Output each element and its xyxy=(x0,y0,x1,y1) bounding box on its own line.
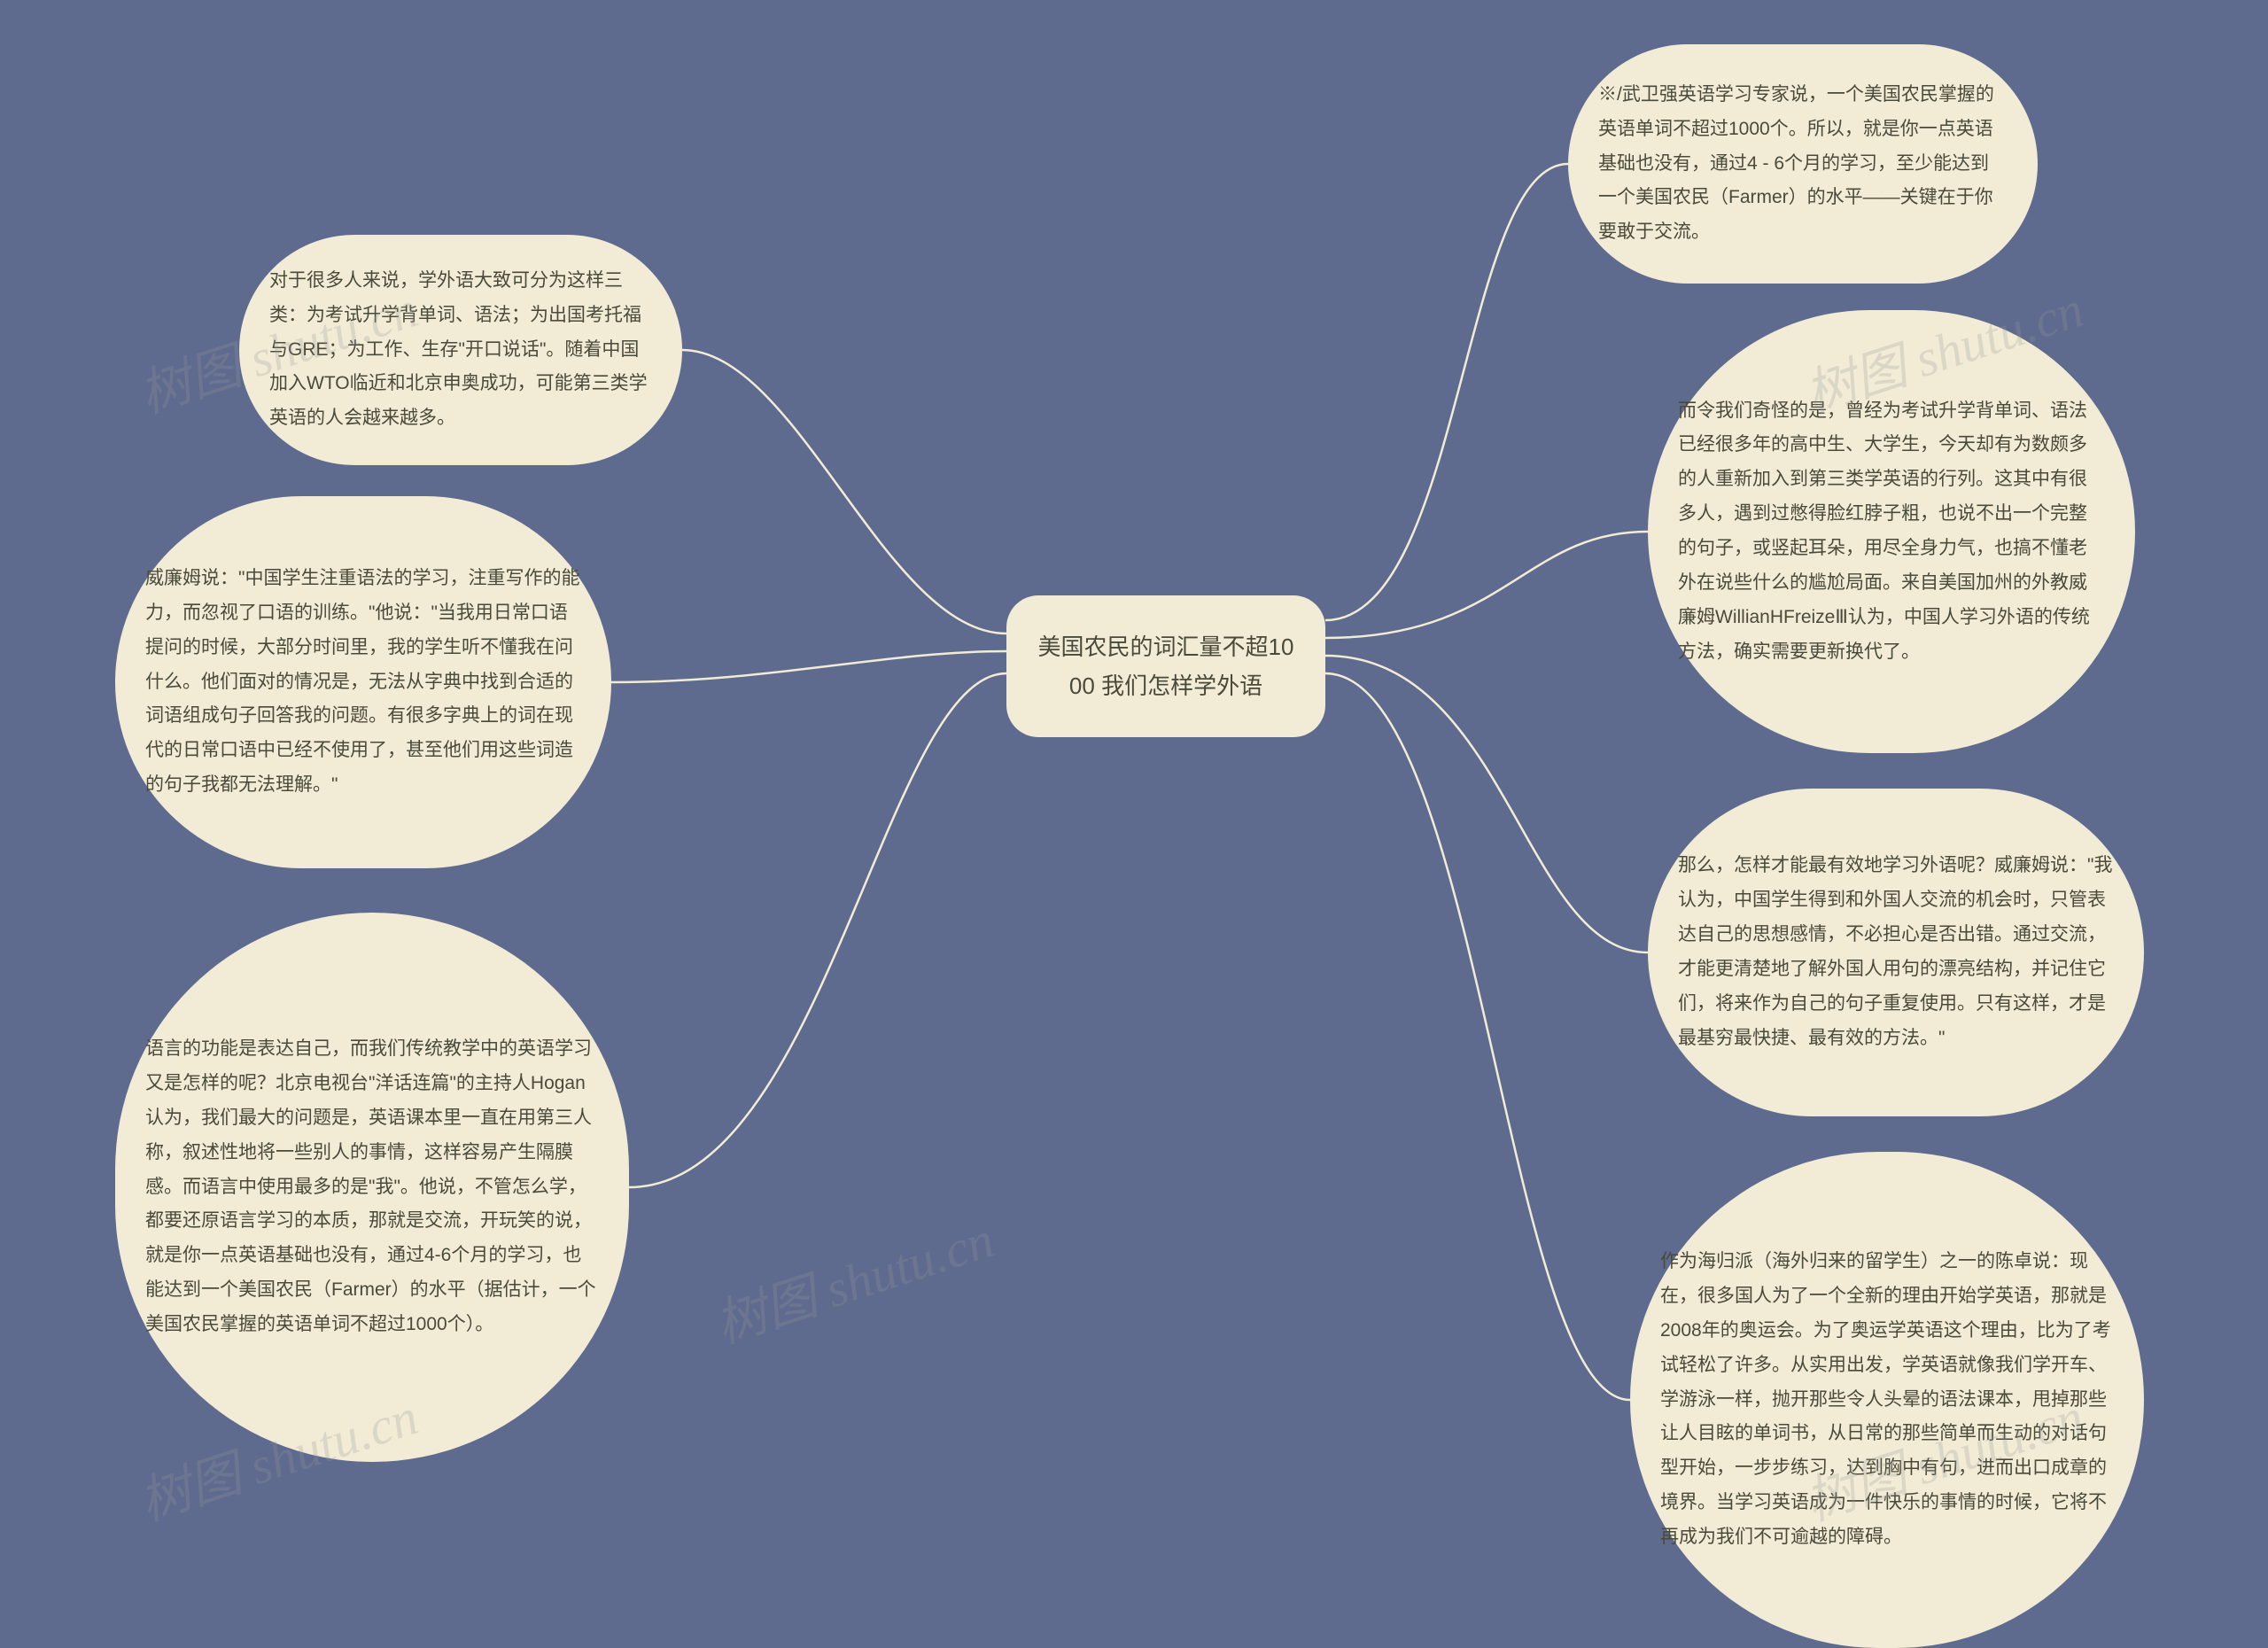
edge-r4 xyxy=(1325,673,1630,1400)
mindmap-node-left-2[interactable]: 威廉姆说："中国学生注重语法的学习，注重写作的能力，而忽视了口语的训练。"他说：… xyxy=(115,496,611,868)
mindmap-center-node[interactable]: 美国农民的词汇量不超1000 我们怎样学外语 xyxy=(1006,595,1325,737)
node-text: 作为海归派（海外归来的留学生）之一的陈卓说：现在，很多国人为了一个全新的理由开始… xyxy=(1660,1245,2114,1555)
edge-r2 xyxy=(1325,532,1648,638)
mindmap-node-right-2[interactable]: 而令我们奇怪的是，曾经为考试升学背单词、语法已经很多年的高中生、大学生，今天却有… xyxy=(1648,310,2135,753)
edge-l1 xyxy=(682,350,1006,634)
node-text: 那么，怎样才能最有效地学习外语呢？威廉姆说："我认为，中国学生得到和外国人交流的… xyxy=(1678,849,2114,1055)
node-text: 而令我们奇怪的是，曾经为考试升学背单词、语法已经很多年的高中生、大学生，今天却有… xyxy=(1678,394,2105,670)
center-node-text: 美国农民的词汇量不超1000 我们怎样学外语 xyxy=(1035,627,1297,705)
edge-r1 xyxy=(1325,164,1568,620)
edge-l3 xyxy=(629,673,1006,1187)
node-text: ※/武卫强英语学习专家说，一个美国农民掌握的英语单词不超过1000个。所以，就是… xyxy=(1598,78,2008,250)
edge-r3 xyxy=(1325,656,1648,952)
mindmap-node-right-3[interactable]: 那么，怎样才能最有效地学习外语呢？威廉姆说："我认为，中国学生得到和外国人交流的… xyxy=(1648,789,2144,1116)
node-text: 威廉姆说："中国学生注重语法的学习，注重写作的能力，而忽视了口语的训练。"他说：… xyxy=(145,562,581,803)
node-text: 语言的功能是表达自己，而我们传统教学中的英语学习又是怎样的呢？北京电视台"洋话连… xyxy=(145,1032,599,1342)
edge-l2 xyxy=(611,651,1006,682)
mindmap-node-right-4[interactable]: 作为海归派（海外归来的留学生）之一的陈卓说：现在，很多国人为了一个全新的理由开始… xyxy=(1630,1152,2144,1648)
node-text: 对于很多人来说，学外语大致可分为这样三类：为考试升学背单词、语法；为出国考托福与… xyxy=(269,264,652,436)
mindmap-node-left-3[interactable]: 语言的功能是表达自己，而我们传统教学中的英语学习又是怎样的呢？北京电视台"洋话连… xyxy=(115,913,629,1462)
mindmap-node-left-1[interactable]: 对于很多人来说，学外语大致可分为这样三类：为考试升学背单词、语法；为出国考托福与… xyxy=(239,235,682,465)
mindmap-canvas: 美国农民的词汇量不超1000 我们怎样学外语 对于很多人来说，学外语大致可分为这… xyxy=(0,0,2268,1567)
mindmap-node-right-1[interactable]: ※/武卫强英语学习专家说，一个美国农民掌握的英语单词不超过1000个。所以，就是… xyxy=(1568,44,2038,284)
watermark: 树图 shutu.cn xyxy=(704,1198,1001,1357)
